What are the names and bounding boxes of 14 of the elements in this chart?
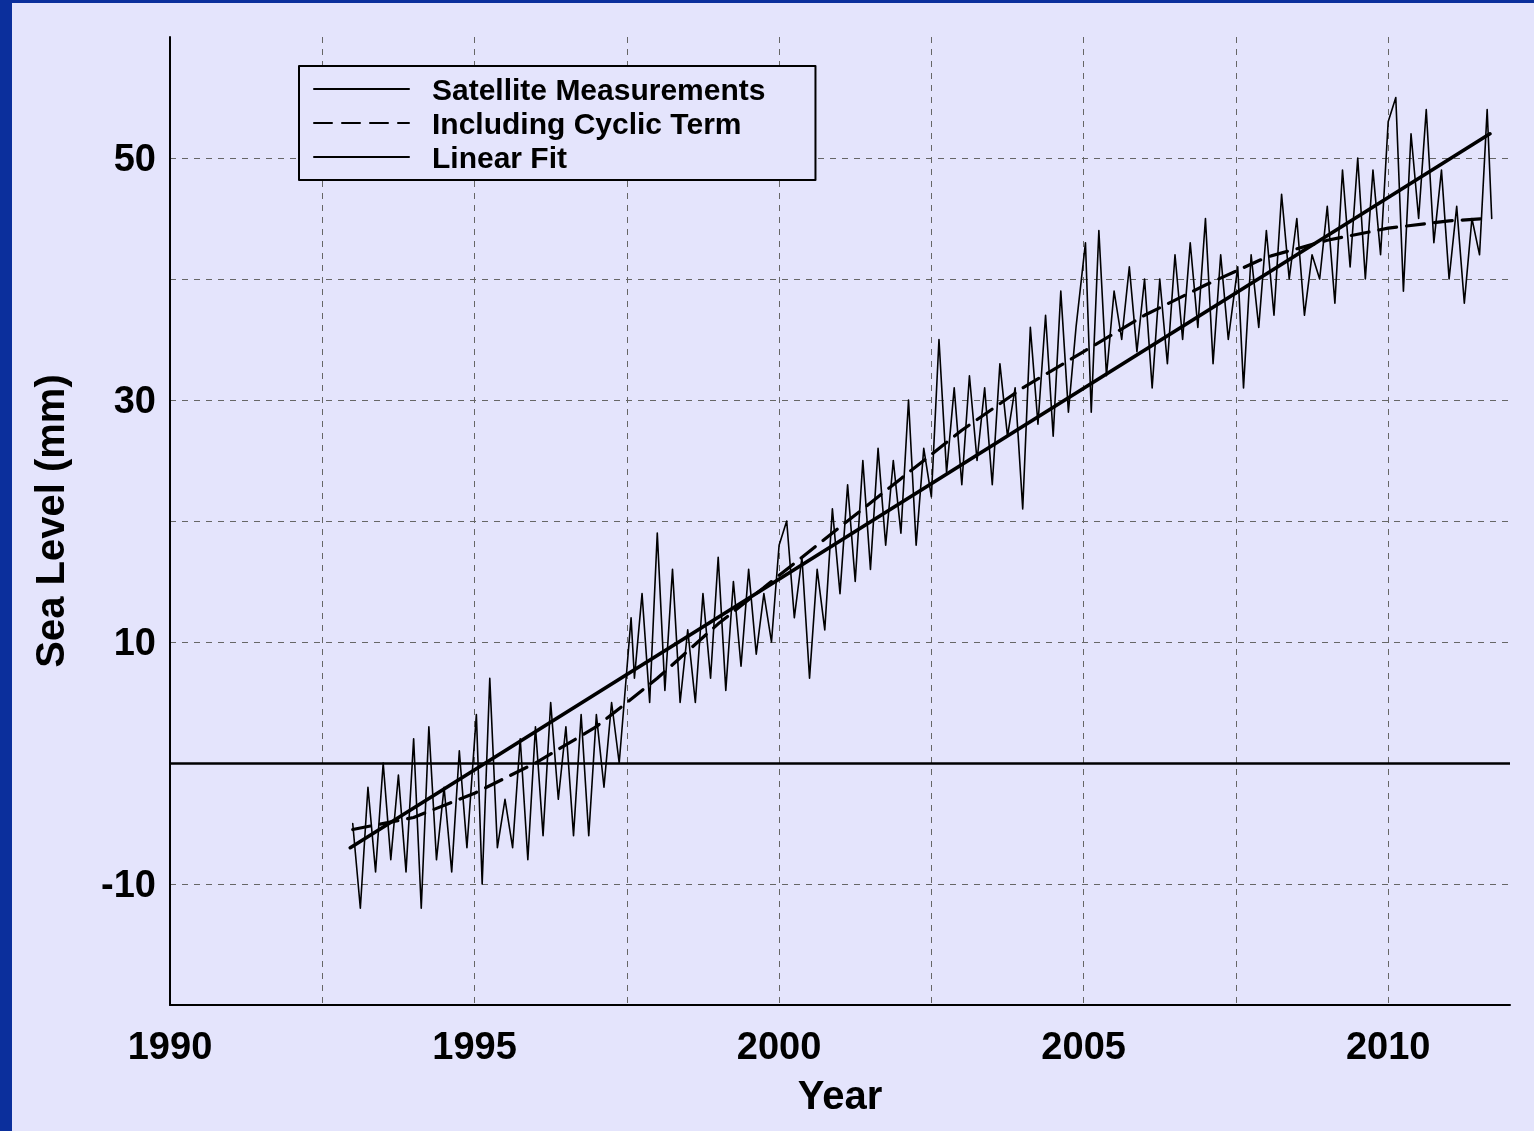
- y-tick-label: -10: [101, 863, 156, 905]
- x-tick-label: 2000: [736, 1025, 822, 1067]
- x-tick-label: 1990: [127, 1025, 213, 1067]
- y-tick-label: 30: [113, 379, 156, 421]
- y-tick-label: 50: [113, 137, 156, 179]
- x-tick-label: 2010: [1345, 1025, 1431, 1067]
- x-axis-title: Year: [797, 1073, 883, 1117]
- y-axis-title: Sea Level (mm): [28, 374, 72, 668]
- x-tick-label: 2005: [1041, 1025, 1126, 1067]
- legend-label: Satellite Measurements: [432, 72, 766, 106]
- x-tick-label: 1995: [432, 1025, 517, 1067]
- legend-label: Including Cyclic Term: [432, 106, 742, 140]
- y-tick-label: 10: [113, 621, 156, 663]
- legend-label: Linear Fit: [432, 140, 568, 174]
